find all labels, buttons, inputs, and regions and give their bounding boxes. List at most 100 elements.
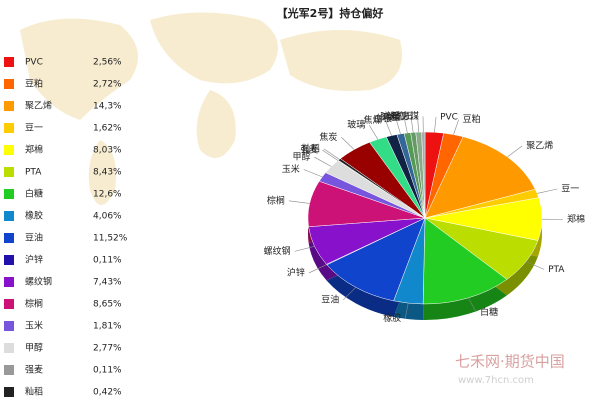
leader-line (288, 200, 310, 204)
leader-line (468, 297, 477, 313)
legend-swatch (4, 57, 14, 67)
slice-label: 甲醇 (292, 151, 310, 163)
legend-label: 白糖 (25, 188, 43, 200)
legend-label: 沪锌 (25, 254, 43, 266)
slice-label: 玉米 (282, 163, 300, 175)
legend-swatch (4, 233, 14, 243)
leader-line (343, 287, 356, 301)
slice-label: 螺纹钢 (264, 245, 291, 257)
legend-label: 橡胶 (25, 210, 43, 222)
slice-label: 籼稻 (302, 142, 320, 154)
leader-line (369, 124, 379, 140)
slice-label: 豆粕 (463, 113, 481, 125)
leader-line (417, 116, 419, 133)
leader-line (537, 188, 558, 194)
legend-swatch (4, 79, 14, 89)
leader-line (341, 137, 355, 150)
slice-label: 沪锌 (287, 266, 305, 278)
slice-label: 胶合板 (380, 111, 407, 123)
leader-line (294, 246, 315, 252)
legend-value: 12,6% (93, 190, 122, 200)
legend-swatch (4, 255, 14, 265)
legend-label: 豆粕 (25, 78, 43, 90)
legend-label: 聚乙烯 (25, 100, 52, 112)
leader-line (308, 264, 327, 274)
slice-label: 鸡蛋 (382, 111, 400, 123)
slice-label: PTA (548, 265, 565, 275)
legend-value: 0,42% (93, 388, 122, 398)
slice-label: 白糖 (480, 306, 498, 318)
slice-label: 棕榈 (267, 194, 285, 206)
legend-swatch (4, 321, 14, 331)
legend-swatch (4, 299, 14, 309)
leader-line (434, 116, 437, 133)
leader-line (323, 148, 340, 160)
legend-value: 0,11% (93, 256, 122, 266)
legend-swatch (4, 365, 14, 375)
slice-label: 白银 (374, 112, 392, 124)
legend-value: 8,03% (93, 146, 122, 156)
legend-label: PTA (25, 168, 42, 178)
slice-label: 强麦 (300, 144, 318, 156)
leader-line (322, 149, 339, 161)
legend-value: 2,72% (93, 80, 122, 90)
slice-label: 聚乙烯 (526, 139, 553, 151)
legend-value: 4,06% (93, 212, 122, 222)
legend-label: 郑棉 (25, 144, 43, 156)
legend-swatch (4, 189, 14, 199)
slice-label: PVC (440, 112, 458, 122)
legend-value: 8,65% (93, 300, 122, 310)
slice-label: 铁矿石 (387, 110, 414, 122)
leader-line (403, 117, 408, 134)
legend-value: 2,77% (93, 344, 122, 354)
leader-line (507, 145, 523, 158)
legend-label: 籼稻 (25, 386, 43, 398)
legend-label: PVC (25, 58, 43, 68)
slice-label: 橡胶 (383, 312, 401, 324)
legend-swatch (4, 387, 14, 397)
legend-swatch (4, 277, 14, 287)
legend-label: 玉米 (25, 320, 43, 332)
slice-label: 焦炭 (319, 131, 337, 143)
legend-value: 8,43% (93, 168, 122, 178)
legend-label: 棕榈 (25, 298, 43, 310)
leader-line (314, 156, 332, 167)
legend-swatch (4, 101, 14, 111)
legend-swatch (4, 211, 14, 221)
chart-title: 【光军2号】持仓偏好 (277, 6, 384, 20)
world-map-background (20, 12, 402, 205)
leader-line (404, 303, 409, 319)
legend-label: 豆油 (25, 232, 43, 244)
legend-swatch (4, 167, 14, 177)
leader-line (453, 119, 459, 135)
legend-value: 7,43% (93, 278, 122, 288)
leader-line (303, 169, 323, 178)
leader-line (395, 118, 401, 134)
legend-swatch (4, 343, 14, 353)
legend-value: 11,52% (93, 234, 128, 244)
slice-label: 郑棉 (567, 213, 585, 225)
pie-slice (421, 131, 426, 219)
slice-label: 动力煤 (392, 110, 419, 122)
legend-swatch (4, 123, 14, 133)
leader-line (410, 116, 414, 133)
slice-label: 豆油 (321, 293, 339, 305)
slice-label: 焦煤 (364, 114, 382, 126)
watermark: 七禾网·期货中国 (455, 353, 565, 371)
legend-value: 0,11% (93, 366, 122, 376)
leader-line (525, 261, 545, 270)
slice-label: 豆一 (561, 184, 579, 195)
pie-slice (422, 217, 508, 305)
legend-label: 螺纹钢 (25, 276, 52, 288)
watermark-url: www.7hcn.com (458, 375, 534, 386)
pie-slice (326, 217, 426, 302)
leader-line (385, 120, 392, 136)
slice-label: 玻璃 (347, 119, 365, 131)
legend-value: 14,3% (93, 102, 122, 112)
legend-value: 1,62% (93, 124, 122, 134)
legend-label: 甲醇 (25, 342, 43, 354)
legend-label: 强麦 (25, 364, 43, 376)
legend-label: 豆一 (25, 123, 43, 134)
legend-value: 2,56% (93, 58, 122, 68)
